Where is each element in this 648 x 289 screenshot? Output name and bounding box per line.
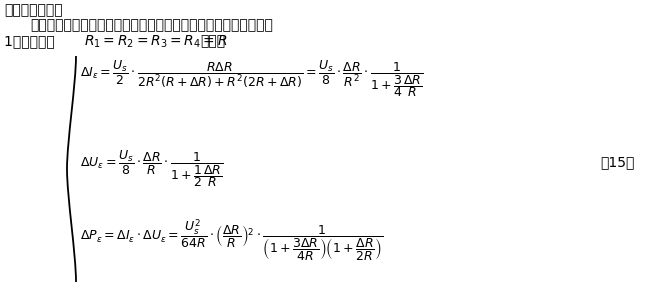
Text: ，则有: ，则有 bbox=[200, 34, 225, 48]
Text: $R_1=R_2=R_3=R_4=R$: $R_1=R_2=R_3=R_4=R$ bbox=[84, 34, 227, 50]
Text: $\Delta I_{\varepsilon} = \dfrac{U_s}{2} \cdot\dfrac{R\Delta R}{2R^2(R+\Delta R): $\Delta I_{\varepsilon} = \dfrac{U_s}{2}… bbox=[80, 58, 424, 99]
Text: $\Delta P_{\varepsilon} = \Delta I_{\varepsilon} \cdot \Delta U_{\varepsilon} =\: $\Delta P_{\varepsilon} = \Delta I_{\var… bbox=[80, 218, 383, 264]
Text: $\Delta U_{\varepsilon} = \dfrac{U_s}{8} \cdot \dfrac{\Delta R}{R} \cdot\dfrac{1: $\Delta U_{\varepsilon} = \dfrac{U_s}{8}… bbox=[80, 148, 224, 189]
Text: （15）: （15） bbox=[600, 155, 634, 169]
Text: 1）等臂电桥: 1）等臂电桥 bbox=[4, 34, 59, 48]
Text: 最大功率输出时，三种桥路形式的电流、电压和功率变化分别为：: 最大功率输出时，三种桥路形式的电流、电压和功率变化分别为： bbox=[30, 18, 273, 32]
Text: 衡状态时讲的。: 衡状态时讲的。 bbox=[4, 3, 63, 17]
